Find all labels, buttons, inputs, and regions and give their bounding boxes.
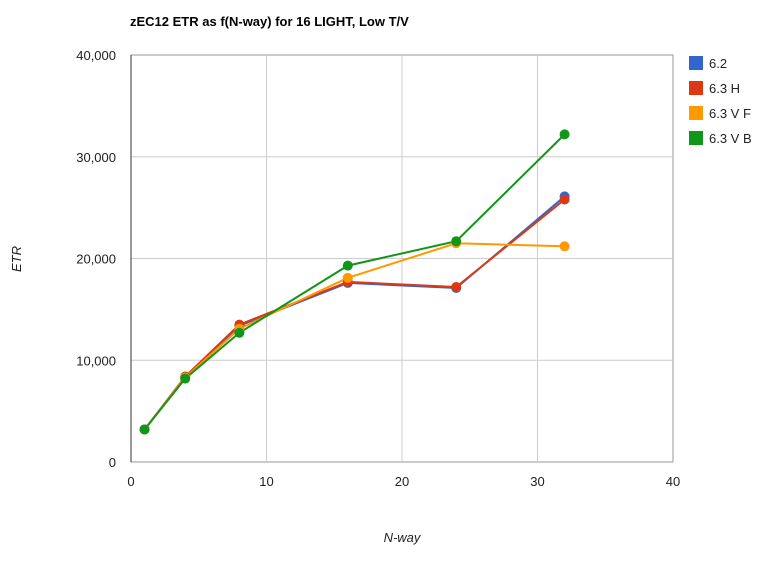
data-point-6.3-v-f [559, 241, 570, 252]
legend-swatch [689, 81, 703, 95]
x-tick-label: 10 [259, 474, 273, 489]
x-axis-title: N-way [384, 530, 422, 545]
legend-label: 6.3 V B [709, 131, 752, 146]
y-tick-label: 40,000 [76, 48, 116, 63]
data-point-6.3-h [451, 281, 462, 292]
data-point-6.3-v-b [342, 260, 353, 271]
data-point-6.3-v-b [139, 424, 150, 435]
legend-label: 6.2 [709, 56, 727, 71]
legend-swatch [689, 56, 703, 70]
x-tick-label: 0 [127, 474, 134, 489]
data-point-6.3-v-b [559, 129, 570, 140]
legend: 6.2 6.3 H 6.3 V F 6.3 V B [689, 56, 752, 146]
data-point-6.3-h [559, 194, 570, 205]
legend-label: 6.3 V F [709, 106, 751, 121]
y-tick-label: 0 [109, 455, 116, 470]
x-tick-label: 30 [530, 474, 544, 489]
data-point-6.3-v-b [180, 373, 191, 384]
y-tick-label: 30,000 [76, 150, 116, 165]
y-tick-label: 20,000 [76, 252, 116, 267]
chart-title: zEC12 ETR as f(N-way) for 16 LIGHT, Low … [130, 14, 409, 29]
y-tick-label: 10,000 [76, 353, 116, 368]
legend-swatch [689, 131, 703, 145]
x-tick-label: 20 [395, 474, 409, 489]
data-point-6.3-v-f [342, 272, 353, 283]
data-point-6.3-v-b [451, 236, 462, 247]
y-axis-title: ETR [9, 246, 24, 272]
x-tick-label: 40 [666, 474, 680, 489]
data-point-6.3-v-b [234, 327, 245, 338]
series-layer [139, 129, 570, 435]
series-line-6.3-v-b [143, 133, 566, 431]
legend-swatch [689, 106, 703, 120]
grid [131, 55, 673, 462]
axes: 0 10,000 20,000 30,000 40,000 0 10 20 30 40 [76, 48, 680, 489]
legend-label: 6.3 H [709, 81, 740, 96]
